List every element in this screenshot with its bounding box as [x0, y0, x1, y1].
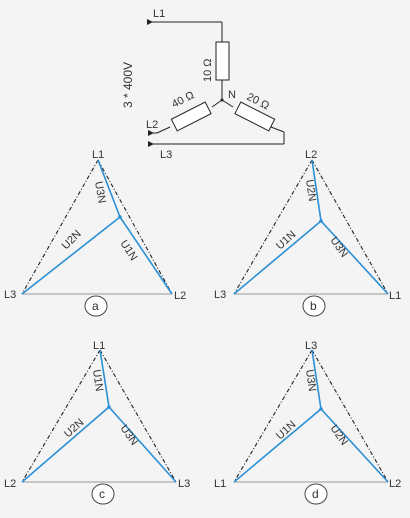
phasor-label-2: U1N	[274, 229, 298, 253]
corner-label-left: L3	[214, 289, 226, 301]
corner-label-left: L2	[4, 478, 16, 490]
phasor-u1n	[119, 216, 173, 295]
phasor-u3n	[108, 406, 177, 483]
phasor-u3n	[320, 220, 389, 295]
phasor-label-1: U2N	[303, 179, 318, 203]
corner-label-top: L1	[93, 340, 105, 352]
corner-label-top: L1	[92, 149, 104, 161]
phasor-u1n	[233, 220, 322, 295]
phasor-diagram-a: L1 L3 L2 U3N U2N U1N a	[4, 149, 186, 317]
option-label-d: d	[312, 487, 319, 501]
phasor-u2n	[320, 408, 389, 483]
phasor-u1n	[99, 349, 110, 408]
line-label-l1: L1	[153, 8, 165, 20]
phasor-u2n	[21, 406, 110, 483]
phasor-u2n	[21, 216, 121, 295]
corner-label-left: L1	[214, 478, 226, 490]
corner-label-top: L2	[305, 149, 317, 161]
corner-label-left: L3	[4, 289, 16, 301]
resistor-40	[170, 101, 212, 132]
phasor-label-3: U3N	[328, 235, 350, 260]
corner-label-right: L3	[178, 478, 190, 490]
phasor-diagram-d: L3 L1 L2 U3N U1N U2N d	[214, 340, 401, 505]
line-label-l2: L2	[146, 119, 158, 131]
option-label-b: b	[310, 299, 317, 313]
phasor-u1n	[233, 408, 322, 483]
phasor-diagram-c: L1 L2 L3 U1N U2N U3N c	[4, 340, 190, 505]
line-label-l3: L3	[160, 149, 172, 161]
option-label-c: c	[99, 487, 105, 501]
resistor-20	[234, 101, 276, 132]
resistor-10	[215, 41, 230, 81]
resistor-label-10: 10 Ω	[202, 58, 214, 82]
phasor-label-1: U3N	[303, 369, 318, 393]
corner-label-top: L3	[305, 340, 317, 352]
option-label-a: a	[92, 299, 99, 313]
corner-label-right: L2	[389, 478, 401, 490]
phasor-u2n	[311, 159, 322, 222]
resistor-label-40: 40 Ω	[170, 89, 196, 110]
circuit-schematic: 3 * 400V L1 10 Ω N 40 Ω 20 Ω L2 L3	[121, 8, 285, 161]
phasor-label-3: U2N	[328, 423, 350, 448]
corner-label-right: L1	[389, 290, 401, 302]
phasor-label-1: U3N	[92, 180, 108, 204]
phasor-label-1: U1N	[90, 369, 105, 393]
phasor-u3n	[311, 349, 322, 410]
corner-label-right: L2	[174, 290, 186, 302]
neutral-label: N	[228, 89, 236, 101]
supply-label: 3 * 400V	[121, 62, 135, 108]
phasor-diagram-b: L2 L3 L1 U2N U1N U3N b	[214, 149, 401, 317]
phasor-u3n	[97, 159, 121, 218]
phasor-label-3: U3N	[118, 423, 140, 448]
